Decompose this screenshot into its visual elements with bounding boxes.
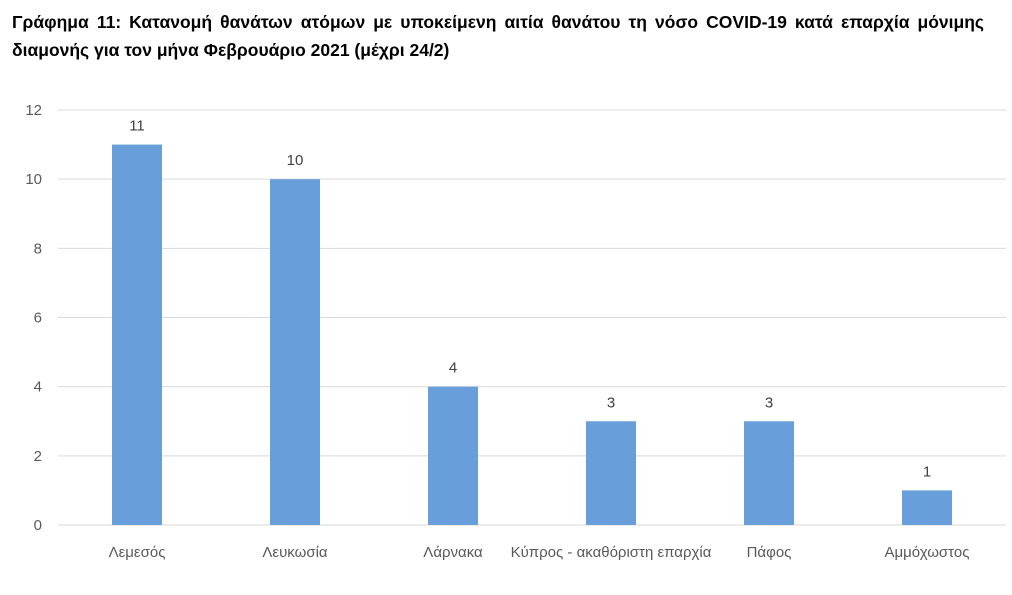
data-label: 3 xyxy=(765,394,773,411)
bar xyxy=(902,490,952,525)
x-category-label: Πάφος xyxy=(747,544,792,561)
y-tick-label: 0 xyxy=(34,517,42,534)
x-category-label: Λάρνακα xyxy=(423,544,483,561)
bar xyxy=(112,144,162,526)
bar xyxy=(586,421,636,525)
data-labels: 11 10 4 3 3 1 xyxy=(129,118,931,481)
data-label: 4 xyxy=(449,360,457,377)
bars xyxy=(112,144,952,526)
x-category-label: Κύπρος - ακαθόριστη επαρχία xyxy=(511,544,712,561)
x-category-label: Αμμόχωστος xyxy=(885,544,970,561)
x-category-label: Λεμεσός xyxy=(109,544,166,561)
y-tick-label: 8 xyxy=(34,240,42,257)
y-tick-label: 2 xyxy=(34,448,42,465)
data-label: 10 xyxy=(287,152,304,169)
bar xyxy=(744,421,794,525)
y-tick-label: 10 xyxy=(25,171,42,188)
category-labels: Λεμεσός Λευκωσία Λάρνακα Κύπρος - ακαθόριστ… xyxy=(109,544,970,561)
y-axis-ticks: 0 2 4 6 8 10 12 xyxy=(25,102,42,534)
data-label: 1 xyxy=(923,463,931,480)
bar xyxy=(270,179,320,525)
gridlines xyxy=(58,109,1006,526)
y-tick-label: 6 xyxy=(34,310,42,327)
data-label: 3 xyxy=(607,394,615,411)
data-label: 11 xyxy=(129,118,145,135)
y-tick-label: 12 xyxy=(25,102,42,119)
x-category-label: Λευκωσία xyxy=(262,544,328,561)
bar xyxy=(428,386,478,525)
y-tick-label: 4 xyxy=(34,379,42,396)
chart-title: Γράφημα 11: Κατανομή θανάτων ατόμων με υ… xyxy=(12,12,984,60)
